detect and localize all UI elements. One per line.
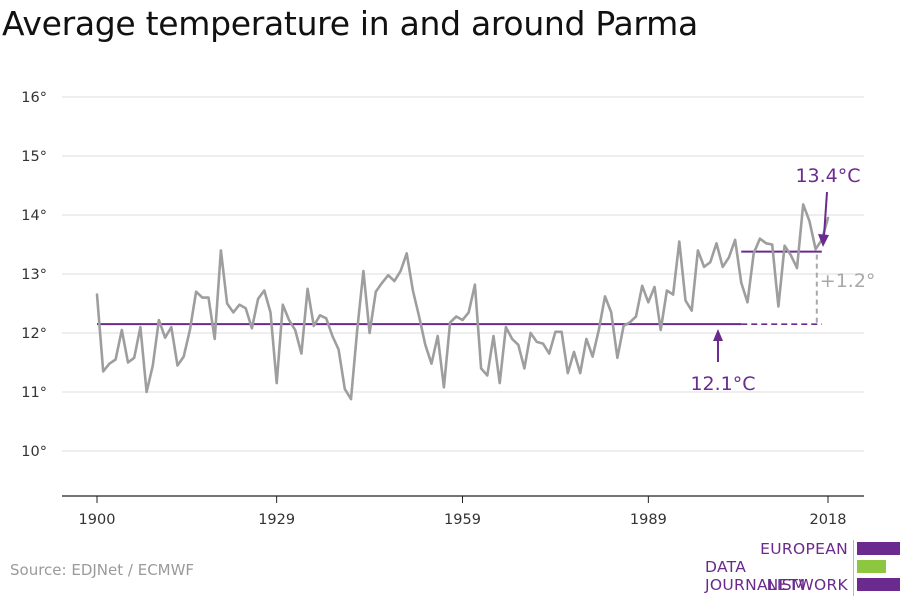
logo-bar-purple-bottom (857, 578, 900, 591)
difference-label: +1.2° (820, 270, 876, 292)
logo-line-3: NETWORK (766, 576, 848, 594)
baseline-average-label: 12.1°C (690, 373, 755, 395)
chart-title: Average temperature in and around Parma (2, 4, 698, 43)
series-layer (95, 203, 830, 401)
y-tick-label: 13° (21, 267, 47, 283)
annotations: +1.2° 12.1°C 13.4°C (690, 165, 875, 395)
y-tick-label: 15° (21, 149, 47, 165)
logo-divider (853, 540, 854, 596)
y-tick-label: 10° (21, 444, 47, 460)
x-tick-label: 2018 (810, 512, 847, 528)
recent-arrow-shaft (823, 191, 828, 237)
x-axis: 1900 1929 1959 1989 2018 (62, 495, 864, 528)
gridlines (62, 96, 864, 452)
logo-bar-green (857, 560, 886, 573)
temperature-series-line (95, 203, 830, 401)
y-tick-label: 12° (21, 326, 47, 342)
y-axis-tick-labels: 10° 11° 12° 13° 14° 15° 16° (21, 90, 47, 460)
y-tick-label: 11° (21, 385, 47, 401)
x-tick-label: 1900 (79, 512, 116, 528)
reference-lines (97, 250, 822, 326)
x-tick-label: 1989 (630, 512, 667, 528)
source-note: Source: EDJNet / ECMWF (10, 561, 195, 579)
recent-arrow-head (818, 234, 829, 247)
baseline-arrow-head (713, 329, 723, 341)
logo-bar-purple-top (857, 542, 900, 555)
y-tick-label: 14° (21, 208, 47, 224)
x-tick-label: 1959 (444, 512, 481, 528)
y-tick-label: 16° (21, 90, 47, 106)
logo-line-1: EUROPEAN (760, 540, 848, 558)
edjnet-logo: EUROPEAN DATA JOURNALISM NETWORK (705, 540, 900, 596)
logo-line-2: DATA JOURNALISM (705, 558, 806, 594)
x-tick-label: 1929 (258, 512, 295, 528)
recent-average-label: 13.4°C (795, 165, 860, 187)
